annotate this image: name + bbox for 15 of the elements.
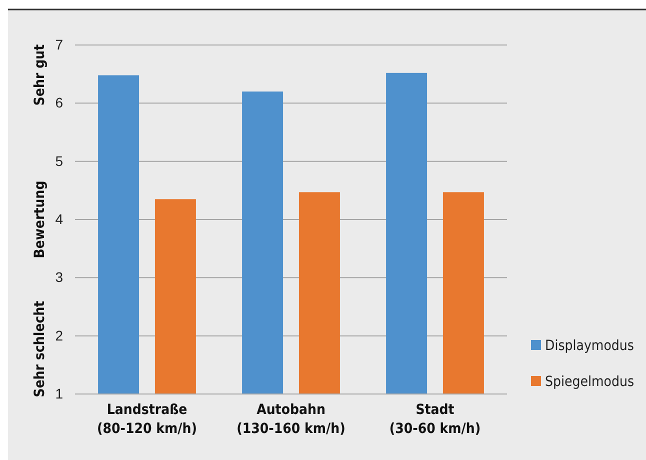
- y-tick-label: 5: [55, 152, 64, 169]
- text: Sehr schlecht: [32, 300, 48, 398]
- legend-label: Spiegelmodus: [545, 374, 634, 390]
- y-tick-label: 1: [55, 385, 64, 402]
- legend-label: Displaymodus: [545, 338, 634, 354]
- y-tick-label: 4: [55, 210, 64, 227]
- y-tick-label: 6: [55, 94, 64, 111]
- y-tick-label: 2: [55, 327, 64, 344]
- y-axis-title: Bewertung: [32, 180, 48, 258]
- text: Sehr gut: [32, 44, 48, 106]
- y-tick-label: 7: [55, 36, 64, 52]
- x-tick-label: Stadt (30-60 km/h): [389, 402, 481, 437]
- x-tick-label: Landstraße (80-120 km/h): [96, 402, 198, 437]
- y-tick-label: 3: [55, 269, 64, 286]
- x-tick-label: Autobahn (130-160 km/h): [236, 402, 346, 437]
